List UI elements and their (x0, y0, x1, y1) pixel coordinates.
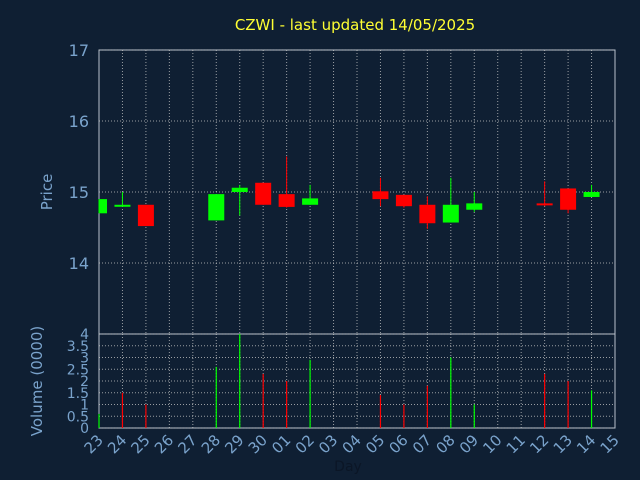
x-tick-label: 11 (503, 431, 529, 457)
candle-body (372, 191, 389, 200)
candles (98, 156, 600, 229)
volume-tick-label: 3.5 (67, 339, 89, 355)
chart-title: CZWI - last updated 14/05/2025 (235, 16, 475, 34)
x-tick-label: 13 (550, 431, 576, 457)
candle-body (278, 194, 295, 207)
x-axis-label: Day (334, 459, 362, 475)
candle-body (395, 194, 412, 207)
volume-y-tick-labels: 00.511.522.533.54 (67, 327, 89, 437)
volume-bars (98, 334, 593, 428)
volume-tick-label: 3 (80, 351, 89, 367)
candle-body (466, 203, 483, 210)
x-tick-label: 14 (573, 431, 599, 457)
x-tick-label: 04 (339, 431, 365, 457)
volume-tick-label: 0 (80, 421, 89, 437)
candle-body (255, 182, 272, 205)
x-tick-label: 06 (386, 431, 412, 457)
x-tick-label: 30 (245, 431, 271, 457)
price-tick-label: 17 (69, 41, 89, 60)
volume-gridlines (99, 333, 615, 429)
price-y-tick-labels: 14 15 16 17 (69, 41, 89, 273)
x-tick-label: 29 (221, 431, 247, 457)
price-tick-label: 14 (69, 254, 89, 273)
candle-body (231, 187, 248, 192)
volume-tick-label: 1.5 (67, 386, 89, 402)
price-gridlines (99, 49, 615, 334)
x-tick-label: 15 (597, 431, 623, 457)
candle-body (419, 204, 436, 224)
x-tick-label: 25 (128, 431, 154, 457)
price-axis-label: Price (38, 174, 56, 211)
x-tick-label: 02 (292, 431, 318, 457)
x-tick-label: 03 (315, 431, 341, 457)
x-tick-label: 28 (198, 431, 224, 457)
volume-tick-label: 0.5 (67, 409, 89, 425)
volume-tick-label: 4 (80, 327, 89, 343)
x-tick-label: 27 (174, 431, 200, 457)
x-tick-label: 24 (104, 431, 130, 457)
candle-body (208, 194, 225, 221)
x-tick-label: 10 (479, 431, 505, 457)
x-tick-label: 05 (362, 431, 388, 457)
price-tick-label: 15 (69, 183, 89, 202)
volume-panel: 00.511.522.533.54 Volume (0000) (28, 326, 616, 437)
x-tick-label: 26 (151, 431, 177, 457)
candle-body (137, 204, 154, 227)
candle-body (560, 188, 577, 210)
volume-axis-label: Volume (0000) (28, 326, 46, 436)
candle-body (583, 192, 600, 197)
candle-body (114, 204, 131, 207)
price-tick-label: 16 (69, 112, 89, 131)
candle-body (442, 204, 459, 223)
candle-body (536, 203, 553, 206)
volume-tick-label: 1 (80, 398, 89, 414)
x-tick-label: 08 (432, 431, 458, 457)
candle-body (99, 199, 107, 214)
price-panel: 14 15 16 17 Price (38, 41, 616, 335)
volume-tick-label: 2.5 (67, 362, 89, 378)
candle-body (302, 198, 319, 205)
x-tick-label: 07 (409, 431, 435, 457)
x-tick-label: 09 (456, 431, 482, 457)
x-tick-label: 12 (526, 431, 552, 457)
x-tick-label: 01 (268, 431, 294, 457)
volume-tick-label: 2 (80, 374, 89, 390)
x-tick-labels: 2324252627282930010203040506070809101112… (81, 431, 623, 457)
